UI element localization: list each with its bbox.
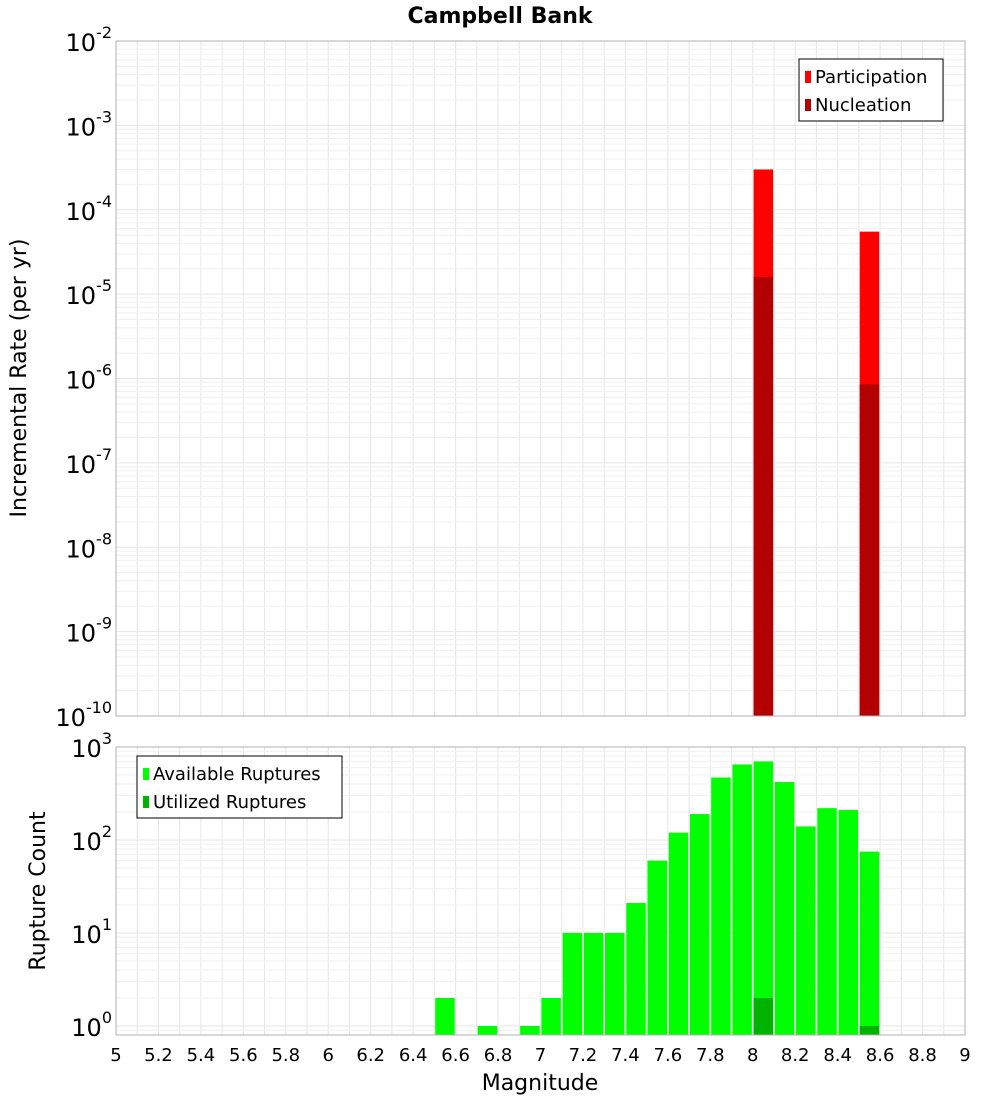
count-panel-bar-available-ruptures — [838, 810, 859, 1035]
count-panel-bar-available-ruptures — [605, 932, 625, 1035]
count-panel-bar-available-ruptures — [583, 932, 604, 1035]
count-panel-x-tick-label: 7 — [535, 1045, 546, 1066]
count-panel-x-tick-label: 6.2 — [356, 1045, 385, 1066]
count-panel-bar-available-ruptures — [774, 782, 795, 1035]
count-panel-y-axis-label: Rupture Count — [26, 811, 51, 971]
count-panel-bar-available-ruptures — [435, 997, 455, 1035]
rate-panel-y-tick-label: 10-2 — [66, 23, 113, 57]
count-panel-x-tick-label: 8.6 — [866, 1045, 895, 1066]
count-panel-bar-available-ruptures — [732, 764, 752, 1035]
rate-panel-legend-swatch — [805, 71, 811, 83]
count-panel-bar-available-ruptures — [753, 761, 774, 1035]
rate-panel-frame — [115, 40, 966, 717]
rate-panel-legend-label: Participation — [815, 67, 927, 88]
count-panel-x-tick-label: 6.4 — [399, 1045, 428, 1066]
count-panel-bar-available-ruptures — [541, 997, 561, 1035]
rate-panel-bars — [753, 169, 880, 716]
count-panel-x-tick-label: 7.6 — [654, 1045, 683, 1066]
count-panel-x-axis-label: Magnitude — [482, 1071, 599, 1096]
rate-panel-legend-label: Nucleation — [815, 95, 911, 116]
rate-panel-legend-swatch — [805, 99, 811, 111]
count-panel-x-tick-label: 6.8 — [484, 1045, 513, 1066]
count-panel-y-tick-label: 103 — [71, 729, 112, 763]
count-panel-bars — [435, 761, 880, 1035]
count-panel-x-tick-label: 7.2 — [569, 1045, 598, 1066]
count-panel-x-ticks: 5 5.2 5.4 5.6 5.8 6 6.2 6.4 6.6 6.8 7 7.2 7.4 7.6 7.8 8… — [110, 1045, 970, 1066]
count-panel-x-tick-label: 6 — [323, 1045, 334, 1066]
count-panel-legend-label: Utilized Ruptures — [153, 792, 306, 813]
rate-panel-y-tick-label: 10-5 — [66, 276, 113, 310]
count-panel-x-tick-label: 8 — [747, 1045, 758, 1066]
rate-panel-legend: Participation Nucleation — [798, 58, 944, 122]
rate-panel-legend-box — [798, 58, 944, 122]
count-panel-bar-available-ruptures — [796, 826, 816, 1035]
count-panel-legend-swatch — [143, 768, 149, 780]
rate-panel: 10-10 10-9 10-8 10-7 10-6 10-5 10-4 10-3 10-2 In… — [7, 23, 966, 732]
rate-panel-y-tick-label: 10-4 — [66, 192, 113, 226]
rate-panel-y-tick-label: 10-10 — [55, 698, 112, 732]
count-panel-bar-available-ruptures — [859, 851, 880, 1035]
count-panel-bar-available-ruptures — [817, 808, 837, 1035]
count-panel-bar-available-ruptures — [711, 777, 731, 1035]
count-panel-bar-available-ruptures — [477, 1025, 498, 1035]
count-panel-bar-available-ruptures — [626, 903, 646, 1035]
rate-panel-y-tick-label: 10-8 — [66, 529, 113, 563]
chart-title: Campbell Bank — [408, 4, 594, 29]
rate-panel-grid — [115, 40, 966, 717]
count-panel-legend-box — [136, 755, 343, 819]
count-panel-x-tick-label: 5.4 — [187, 1045, 216, 1066]
count-panel-bar-available-ruptures — [689, 814, 710, 1035]
count-panel-bar-utilized-ruptures — [859, 1025, 880, 1035]
count-panel-legend-swatch — [143, 796, 149, 808]
rate-panel-bar-nucleation — [753, 276, 774, 716]
count-panel-legend-label: Available Ruptures — [153, 764, 321, 785]
count-panel-x-tick-label: 9 — [959, 1045, 970, 1066]
count-panel: 100 101 102 103 5 5.2 5.4 5.6 5.8 6 6.2 6.4 6.6 6.8 7… — [26, 729, 971, 1096]
count-panel-legend: Available Ruptures Utilized Ruptures — [136, 755, 343, 819]
count-panel-x-tick-label: 7.8 — [696, 1045, 725, 1066]
count-panel-x-tick-label: 5 — [110, 1045, 121, 1066]
count-panel-y-ticks: 100 101 102 103 — [71, 729, 112, 1042]
count-panel-y-tick-label: 101 — [71, 915, 112, 949]
count-panel-y-tick-label: 102 — [71, 822, 112, 856]
count-panel-x-tick-label: 5.8 — [271, 1045, 300, 1066]
count-panel-frame — [115, 746, 966, 1036]
rate-panel-y-tick-label: 10-6 — [66, 361, 113, 395]
rate-panel-y-tick-label: 10-3 — [66, 107, 113, 141]
rate-panel-y-tick-label: 10-7 — [66, 445, 113, 479]
count-panel-bar-available-ruptures — [520, 1025, 540, 1035]
count-panel-x-tick-label: 5.6 — [229, 1045, 258, 1066]
rate-panel-bar-nucleation — [859, 384, 880, 716]
count-panel-x-tick-label: 7.4 — [611, 1045, 640, 1066]
count-panel-x-tick-label: 8.4 — [823, 1045, 852, 1066]
count-panel-x-tick-label: 6.6 — [441, 1045, 470, 1066]
count-panel-x-tick-label: 8.8 — [908, 1045, 937, 1066]
count-panel-bar-available-ruptures — [562, 932, 583, 1035]
count-panel-bar-utilized-ruptures — [753, 997, 774, 1035]
count-panel-y-tick-label: 100 — [71, 1008, 112, 1042]
rate-panel-y-ticks: 10-10 10-9 10-8 10-7 10-6 10-5 10-4 10-3 10-2 — [55, 23, 112, 732]
rate-panel-y-axis-label: Incremental Rate (per yr) — [7, 239, 32, 518]
count-panel-bar-available-ruptures — [668, 832, 689, 1035]
count-panel-bar-available-ruptures — [647, 860, 667, 1035]
rate-panel-y-tick-label: 10-9 — [66, 614, 113, 648]
count-panel-x-tick-label: 8.2 — [781, 1045, 810, 1066]
count-panel-x-tick-label: 5.2 — [144, 1045, 173, 1066]
